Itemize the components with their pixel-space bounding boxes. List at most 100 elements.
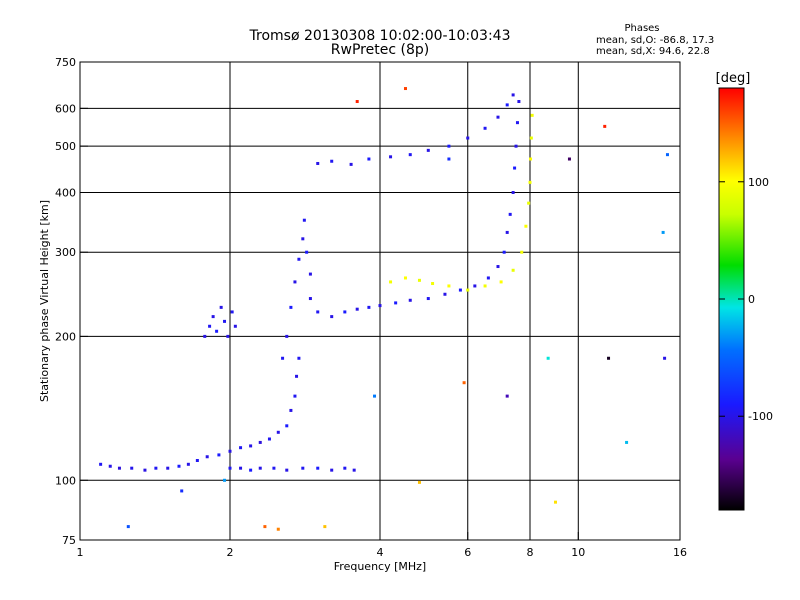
echo-point bbox=[511, 190, 515, 194]
echo-point bbox=[330, 315, 334, 319]
echo-point bbox=[249, 444, 253, 448]
echo-point bbox=[607, 356, 611, 360]
echo-point bbox=[289, 305, 293, 309]
axis-ticks: 1 2 4 6 8 10 16 75 100 200 300 400 500 600 750 bbox=[55, 56, 687, 559]
echo-point bbox=[217, 453, 221, 457]
echo-point bbox=[349, 162, 353, 166]
y-tick-label: 300 bbox=[55, 246, 76, 259]
echo-point bbox=[272, 466, 276, 470]
echo-point bbox=[154, 466, 158, 470]
echo-point bbox=[394, 301, 398, 305]
echo-point bbox=[289, 408, 293, 412]
echo-point bbox=[249, 468, 253, 472]
x-tick-label: 1 bbox=[77, 546, 84, 559]
echo-point bbox=[355, 100, 359, 104]
echo-point bbox=[502, 250, 506, 254]
echo-point bbox=[330, 468, 334, 472]
echo-point bbox=[305, 250, 309, 254]
echo-point bbox=[499, 280, 503, 284]
echo-point bbox=[466, 288, 470, 292]
echo-point bbox=[527, 201, 531, 205]
echo-point bbox=[496, 265, 500, 269]
echo-point bbox=[239, 466, 243, 470]
echo-point bbox=[483, 284, 487, 288]
echo-point bbox=[665, 153, 669, 157]
x-tick-label: 8 bbox=[527, 546, 534, 559]
echo-point bbox=[276, 527, 280, 531]
echo-point bbox=[285, 424, 289, 428]
echo-point bbox=[517, 100, 521, 104]
phases-o-stats: mean, sd,O: -86.8, 17.3 bbox=[596, 35, 714, 46]
x-axis-label: Frequency [MHz] bbox=[334, 560, 426, 573]
echo-point bbox=[447, 157, 451, 161]
echo-point bbox=[330, 159, 334, 163]
echo-point bbox=[258, 440, 262, 444]
echo-point bbox=[323, 525, 327, 529]
echo-point bbox=[343, 310, 347, 314]
echo-point bbox=[546, 356, 550, 360]
echo-point bbox=[513, 166, 517, 170]
y-tick-label: 75 bbox=[62, 534, 76, 547]
echo-point bbox=[373, 394, 377, 398]
echo-point bbox=[230, 310, 234, 314]
echo-point bbox=[426, 148, 430, 152]
x-tick-label: 16 bbox=[673, 546, 687, 559]
echo-point bbox=[219, 305, 223, 309]
echo-point bbox=[263, 525, 267, 529]
echo-point bbox=[529, 157, 533, 161]
chart-title: Tromsø 20130308 10:02:00-10:03:43 bbox=[249, 28, 511, 44]
echo-point bbox=[403, 276, 407, 280]
echo-point bbox=[528, 180, 532, 184]
echo-point bbox=[267, 437, 271, 441]
grid-lines bbox=[80, 62, 680, 540]
echo-point bbox=[223, 478, 227, 482]
echo-point bbox=[367, 305, 371, 309]
echo-point bbox=[297, 257, 301, 261]
echo-point bbox=[343, 466, 347, 470]
echo-point bbox=[496, 115, 500, 119]
echo-point bbox=[215, 329, 219, 333]
echo-point bbox=[529, 136, 533, 140]
y-tick-label: 200 bbox=[55, 330, 76, 343]
echo-point bbox=[514, 144, 518, 148]
phases-heading: Phases bbox=[624, 23, 659, 34]
y-tick-label: 100 bbox=[55, 474, 76, 487]
echo-point bbox=[408, 298, 412, 302]
echo-point bbox=[378, 304, 382, 308]
echo-point bbox=[431, 282, 435, 286]
echo-point bbox=[281, 356, 285, 360]
echo-point bbox=[126, 525, 130, 529]
echo-point bbox=[462, 381, 466, 385]
echo-point bbox=[285, 334, 289, 338]
echo-point bbox=[143, 468, 147, 472]
echo-point bbox=[473, 284, 477, 288]
echo-point bbox=[603, 124, 607, 128]
echo-point bbox=[195, 458, 199, 462]
colorbar-tick-label: 100 bbox=[748, 176, 769, 189]
echo-point bbox=[308, 272, 312, 276]
y-tick-label: 600 bbox=[55, 102, 76, 115]
chart-subtitle: RwPretec (8p) bbox=[331, 42, 429, 58]
colorbar-label: [deg] bbox=[716, 71, 751, 86]
echo-point bbox=[426, 297, 430, 301]
y-axis-label: Stationary phase Virtual Height [km] bbox=[38, 200, 51, 402]
echo-point bbox=[355, 307, 359, 311]
echo-point bbox=[302, 218, 306, 222]
echo-point bbox=[285, 468, 289, 472]
echo-point bbox=[505, 230, 509, 234]
echo-point bbox=[205, 455, 209, 459]
echo-point bbox=[166, 466, 170, 470]
echo-point bbox=[316, 161, 320, 165]
echo-point bbox=[511, 93, 515, 97]
echo-point bbox=[99, 462, 103, 466]
echo-point bbox=[417, 278, 421, 282]
echo-point bbox=[466, 136, 470, 140]
echo-point bbox=[530, 113, 534, 117]
echo-point bbox=[389, 280, 393, 284]
echo-point bbox=[301, 466, 305, 470]
echo-point bbox=[228, 466, 232, 470]
scatter-points bbox=[99, 87, 669, 531]
echo-point bbox=[408, 153, 412, 157]
echo-point bbox=[625, 440, 629, 444]
echo-point bbox=[447, 144, 451, 148]
